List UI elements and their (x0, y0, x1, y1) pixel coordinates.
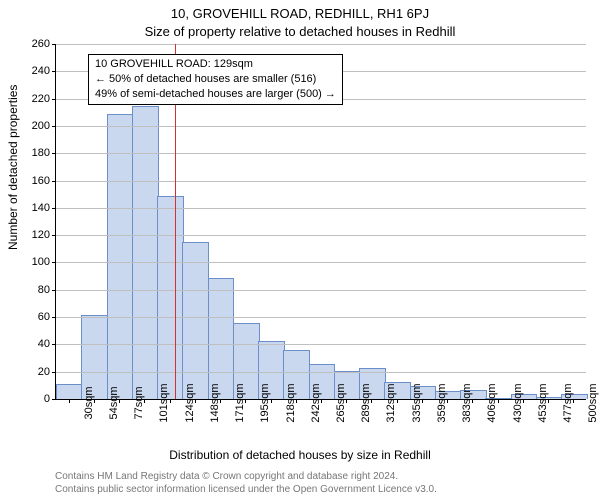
y-tick-label: 260 (32, 38, 50, 50)
y-tick-mark (52, 126, 56, 127)
y-tick-mark (52, 181, 56, 182)
x-tick-label: 289sqm (346, 383, 372, 422)
y-tick-label: 220 (32, 93, 50, 105)
y-tick-mark (52, 44, 56, 45)
x-axis-label: Distribution of detached houses by size … (0, 448, 600, 462)
y-tick-mark (52, 99, 56, 100)
y-tick-label: 0 (44, 393, 50, 405)
plot-area: 02040608010012014016018020022024026030sq… (55, 44, 586, 400)
x-tick-label: 312sqm (371, 383, 397, 422)
bar (157, 196, 184, 399)
y-tick-mark (52, 71, 56, 72)
x-tick-label: 383sqm (447, 383, 473, 422)
y-tick-label: 80 (38, 284, 50, 296)
bar (132, 106, 159, 399)
x-tick-label: 77sqm (119, 386, 145, 419)
x-tick-label: 359sqm (422, 383, 448, 422)
annotation-line: ← 50% of detached houses are smaller (51… (95, 72, 336, 87)
bar (182, 242, 209, 399)
y-tick-mark (52, 399, 56, 400)
gridline (56, 290, 586, 291)
x-tick-label: 406sqm (472, 383, 498, 422)
gridline (56, 262, 586, 263)
footnote: Contains HM Land Registry data © Crown c… (55, 470, 437, 496)
y-tick-mark (52, 344, 56, 345)
footnote-line-1: Contains HM Land Registry data © Crown c… (55, 470, 437, 483)
y-tick-label: 20 (38, 366, 50, 378)
y-tick-mark (52, 372, 56, 373)
x-tick-label: 453sqm (523, 383, 549, 422)
gridline (56, 126, 586, 127)
x-tick-label: 54sqm (94, 386, 120, 419)
y-tick-label: 180 (32, 147, 50, 159)
x-tick-label: 218sqm (271, 383, 297, 422)
annotation-line: 10 GROVEHILL ROAD: 129sqm (95, 57, 336, 72)
gridline (56, 44, 586, 45)
bar (208, 278, 235, 399)
x-tick-label: 171sqm (220, 383, 246, 422)
gridline (56, 181, 586, 182)
annotation-box: 10 GROVEHILL ROAD: 129sqm← 50% of detach… (88, 54, 343, 105)
x-tick-label: 265sqm (321, 383, 347, 422)
y-tick-label: 160 (32, 175, 50, 187)
x-tick-label: 242sqm (296, 383, 322, 422)
gridline (56, 344, 586, 345)
x-tick-label: 101sqm (144, 383, 170, 422)
gridline (56, 372, 586, 373)
footnote-line-2: Contains public sector information licen… (55, 483, 437, 496)
x-tick-label: 500sqm (573, 383, 599, 422)
annotation-line: 49% of semi-detached houses are larger (… (95, 87, 336, 102)
y-tick-label: 120 (32, 229, 50, 241)
y-tick-mark (52, 317, 56, 318)
y-tick-label: 100 (32, 256, 50, 268)
y-tick-mark (52, 208, 56, 209)
bar (107, 114, 134, 399)
gridline (56, 317, 586, 318)
x-tick-label: 148sqm (195, 383, 221, 422)
super-title: 10, GROVEHILL ROAD, REDHILL, RH1 6PJ (0, 6, 600, 21)
gridline (56, 153, 586, 154)
y-tick-label: 240 (32, 65, 50, 77)
y-tick-label: 40 (38, 338, 50, 350)
x-tick-label: 430sqm (498, 383, 524, 422)
x-tick-label: 124sqm (170, 383, 196, 422)
y-tick-mark (52, 290, 56, 291)
x-tick-label: 195sqm (245, 383, 271, 422)
y-tick-label: 60 (38, 311, 50, 323)
y-tick-label: 200 (32, 120, 50, 132)
y-tick-mark (52, 262, 56, 263)
x-tick-label: 335sqm (397, 383, 423, 422)
gridline (56, 208, 586, 209)
x-tick-label: 30sqm (69, 386, 95, 419)
chart-title: Size of property relative to detached ho… (0, 24, 600, 39)
y-tick-mark (52, 153, 56, 154)
y-axis-label: Number of detached properties (6, 85, 20, 250)
y-tick-mark (52, 235, 56, 236)
gridline (56, 235, 586, 236)
chart-container: 10, GROVEHILL ROAD, REDHILL, RH1 6PJ Siz… (0, 0, 600, 500)
x-tick-label: 477sqm (548, 383, 574, 422)
y-tick-label: 140 (32, 202, 50, 214)
